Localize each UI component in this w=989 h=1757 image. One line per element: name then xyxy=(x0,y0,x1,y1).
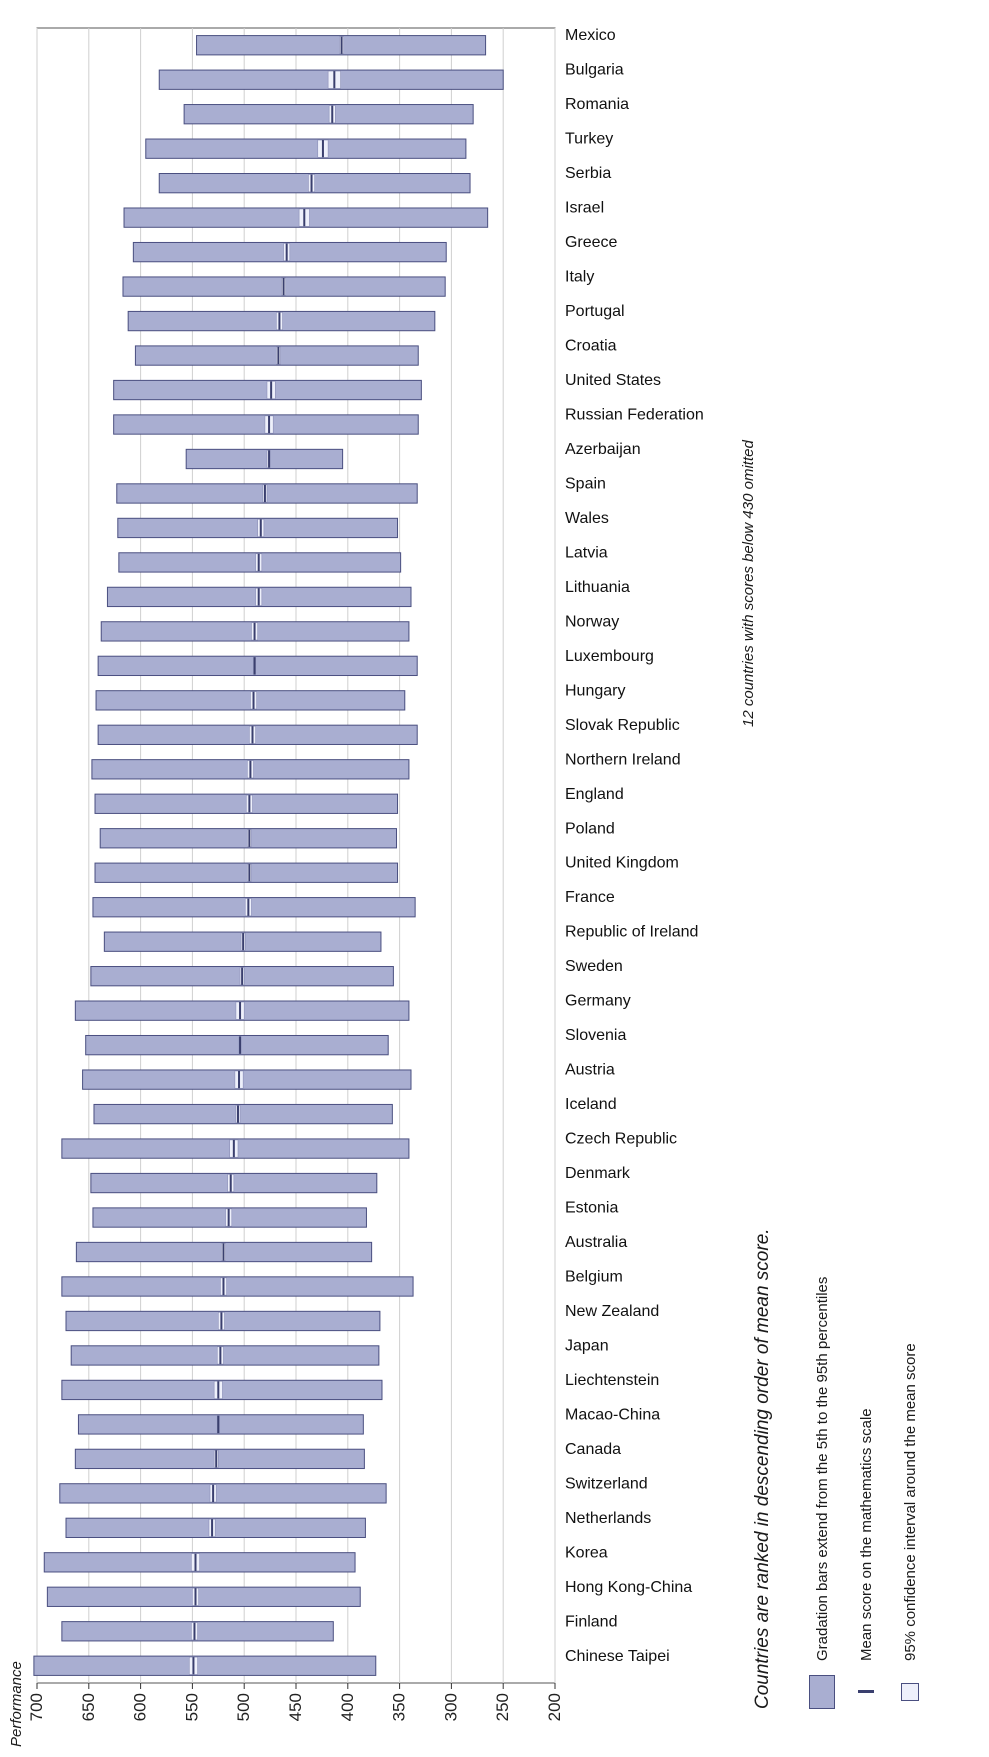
country-label: Chinese Taipei xyxy=(565,1648,670,1665)
country-label: Romania xyxy=(565,96,629,113)
country-label: United Kingdom xyxy=(565,855,679,872)
country-label: Turkey xyxy=(565,131,613,148)
mean-mark-swatch xyxy=(858,1675,874,1709)
country-label: Iceland xyxy=(565,1096,617,1113)
country-label: Republic of Ireland xyxy=(565,924,698,941)
country-label: Belgium xyxy=(565,1268,623,1285)
country-label: Korea xyxy=(565,1544,608,1561)
country-label: Bulgaria xyxy=(565,62,624,79)
percentile-bar xyxy=(183,104,474,125)
tick-label: 250 xyxy=(493,1693,512,1721)
tick-label: 700 xyxy=(27,1693,46,1721)
country-label: Russian Federation xyxy=(565,407,704,424)
percentile-bar xyxy=(93,1103,393,1125)
legend: Gradation bars extend from the 5th to th… xyxy=(800,1277,932,1709)
percentile-bar xyxy=(65,1517,366,1538)
country-label: Netherlands xyxy=(565,1510,651,1527)
percentile-bar xyxy=(97,655,418,677)
country-label: Austria xyxy=(565,1062,615,1079)
country-label: Azerbaijan xyxy=(565,441,641,458)
country-label: Liechtenstein xyxy=(565,1372,659,1389)
country-label: Hungary xyxy=(565,682,625,699)
percentile-bar xyxy=(74,1448,365,1470)
country-label: Denmark xyxy=(565,1165,631,1182)
country-label: England xyxy=(565,786,624,803)
percentile-bar xyxy=(85,1034,389,1056)
percentile-bar xyxy=(33,1655,377,1676)
legend-item-bars: Gradation bars extend from the 5th to th… xyxy=(800,1277,844,1709)
country-label: Sweden xyxy=(565,958,623,975)
country-label: Serbia xyxy=(565,165,611,182)
country-label: Macao-China xyxy=(565,1406,660,1423)
country-label: Norway xyxy=(565,613,619,630)
percentile-bar xyxy=(97,724,418,745)
legend-bars-label: Gradation bars extend from the 5th to th… xyxy=(813,1276,831,1661)
percentile-bar xyxy=(82,1069,412,1090)
percentile-bar xyxy=(185,448,344,470)
tick-label: 400 xyxy=(338,1693,357,1721)
tick-label: 300 xyxy=(441,1693,460,1721)
tick-label: 200 xyxy=(545,1693,564,1721)
country-label: Czech Republic xyxy=(565,1131,677,1148)
tick-label: 550 xyxy=(182,1693,201,1721)
country-label: Germany xyxy=(565,993,631,1010)
tick-label: 450 xyxy=(286,1693,305,1721)
country-label: France xyxy=(565,889,615,906)
country-label: Canada xyxy=(565,1441,621,1458)
country-label: Greece xyxy=(565,234,618,251)
legend-item-mean: Mean score on the mathematics scale xyxy=(844,1277,888,1709)
ranking-note: Countries are ranked in descending order… xyxy=(752,1228,773,1709)
country-label: Croatia xyxy=(565,338,617,355)
tick-label: 650 xyxy=(79,1693,98,1721)
country-label: Japan xyxy=(565,1337,609,1354)
country-label: Hong Kong-China xyxy=(565,1579,692,1596)
country-label: Mexico xyxy=(565,27,616,44)
country-label: Wales xyxy=(565,510,609,527)
tick-label: 600 xyxy=(131,1693,150,1721)
country-label: Slovenia xyxy=(565,1027,626,1044)
legend-item-ci: 95% confidence interval around the mean … xyxy=(888,1277,932,1709)
percentile-bar xyxy=(61,1276,414,1297)
country-label: Israel xyxy=(565,200,604,217)
country-label: Slovak Republic xyxy=(565,717,680,734)
country-label: Italy xyxy=(565,269,594,286)
country-label: Latvia xyxy=(565,544,608,561)
percentile-bar xyxy=(145,138,467,159)
country-label: New Zealand xyxy=(565,1303,659,1320)
country-label: United States xyxy=(565,372,661,389)
percentile-bar xyxy=(59,1483,387,1504)
omitted-note: 12 countries with scores below 430 omitt… xyxy=(740,440,757,727)
country-label: Northern Ireland xyxy=(565,751,681,768)
country-label: Lithuania xyxy=(565,579,630,596)
gradation-bar-swatch xyxy=(809,1675,835,1709)
percentile-bar xyxy=(70,1345,380,1366)
confidence-interval-swatch xyxy=(901,1683,919,1701)
country-label: Luxembourg xyxy=(565,648,654,665)
country-label: Finland xyxy=(565,1613,617,1630)
country-label: Australia xyxy=(565,1234,627,1251)
legend-ci-label: 95% confidence interval around the mean … xyxy=(901,1343,919,1661)
legend-mean-label: Mean score on the mathematics scale xyxy=(857,1408,875,1661)
percentile-bar xyxy=(94,862,399,883)
percentile-bar xyxy=(77,1414,364,1435)
percentile-bar xyxy=(92,897,416,918)
country-label: Spain xyxy=(565,475,606,492)
tick-label: 350 xyxy=(390,1693,409,1721)
tick-label: 500 xyxy=(234,1693,253,1721)
percentile-bar xyxy=(46,1586,361,1607)
country-label: Switzerland xyxy=(565,1475,648,1492)
country-label: Estonia xyxy=(565,1200,618,1217)
country-label: Portugal xyxy=(565,303,625,320)
country-label: Poland xyxy=(565,820,615,837)
